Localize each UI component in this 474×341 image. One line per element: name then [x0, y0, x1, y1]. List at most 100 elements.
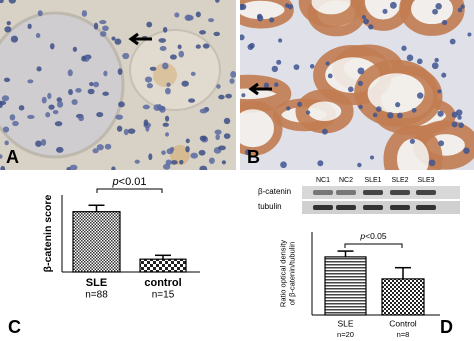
nucleus	[327, 73, 333, 79]
nucleus	[195, 44, 201, 49]
nucleus	[287, 3, 294, 10]
nucleus	[278, 38, 283, 43]
nucleus	[6, 20, 11, 26]
tubule	[399, 0, 465, 36]
nucleus	[35, 140, 42, 147]
nucleus	[100, 31, 107, 37]
x-sublabel: n=20	[337, 330, 354, 339]
nucleus	[177, 44, 182, 50]
nucleus	[457, 115, 462, 120]
nucleus	[117, 68, 123, 76]
nucleus	[225, 93, 232, 99]
nucleus	[159, 46, 167, 52]
nucleus	[382, 8, 388, 14]
lane-label: SLE1	[364, 177, 381, 184]
nucleus	[199, 30, 206, 35]
significance-bracket	[96, 188, 163, 193]
nucleus	[357, 67, 365, 75]
nucleus	[4, 140, 9, 146]
nucleus	[218, 145, 226, 151]
nucleus	[45, 112, 51, 118]
nucleus	[245, 149, 251, 155]
nucleus	[170, 160, 178, 165]
y-axis-label: β-catenin score	[42, 195, 54, 273]
nucleus	[395, 102, 401, 108]
nucleus	[99, 20, 107, 25]
nucleus	[441, 72, 447, 78]
nucleus	[114, 38, 122, 45]
nucleus	[118, 101, 125, 108]
x-tick-label: control	[144, 277, 181, 289]
nucleus	[81, 10, 88, 17]
nucleus	[215, 134, 220, 141]
nucleus	[92, 148, 99, 154]
nucleus	[162, 62, 169, 70]
nucleus	[230, 71, 236, 78]
y-axis-label: Ratio optical density	[278, 240, 287, 307]
nucleus	[174, 12, 180, 18]
nucleus	[145, 125, 150, 132]
nucleus	[158, 38, 167, 43]
significance-bracket	[344, 243, 403, 248]
nucleus	[437, 110, 444, 117]
nucleus	[428, 159, 436, 167]
band	[336, 190, 356, 195]
nucleus	[437, 89, 442, 94]
band	[390, 205, 410, 210]
micrograph-b	[240, 0, 474, 170]
nucleus	[122, 52, 130, 60]
nucleus	[432, 8, 438, 15]
nucleus	[0, 0, 4, 4]
nucleus	[269, 17, 275, 23]
nucleus	[240, 3, 247, 10]
nucleus	[240, 34, 245, 41]
nucleus	[67, 69, 73, 77]
nucleus	[102, 25, 109, 32]
nucleus	[325, 61, 330, 66]
nucleus	[27, 79, 34, 84]
nucleus	[190, 152, 199, 159]
nucleus	[199, 108, 208, 114]
nucleus	[451, 121, 458, 128]
nucleus	[257, 13, 263, 20]
nucleus	[143, 119, 149, 127]
p-value: <0.05	[365, 231, 387, 241]
western-blot	[302, 186, 460, 214]
nucleus	[358, 104, 363, 110]
nucleus	[223, 117, 231, 125]
nucleus	[218, 94, 225, 100]
nucleus	[71, 99, 78, 105]
nucleus	[56, 100, 64, 108]
nucleus	[12, 120, 19, 127]
tubule	[383, 125, 443, 170]
nucleus	[162, 26, 168, 33]
nucleus	[286, 106, 291, 111]
nucleus	[181, 80, 189, 87]
micrograph-a	[0, 0, 236, 170]
nucleus	[280, 161, 287, 169]
nucleus	[185, 145, 190, 153]
lane-label: SLE3	[417, 177, 434, 184]
nucleus	[186, 15, 194, 21]
nucleus	[164, 115, 170, 122]
nucleus	[431, 62, 439, 70]
nucleus	[213, 31, 221, 37]
nucleus	[142, 104, 150, 110]
nucleus	[271, 65, 279, 73]
nucleus	[2, 126, 10, 133]
nucleus	[148, 153, 153, 161]
nucleus	[115, 114, 124, 120]
nucleus	[103, 70, 108, 77]
nucleus	[416, 92, 424, 99]
nucleus	[93, 22, 99, 30]
nucleus	[1, 95, 10, 102]
nucleus	[0, 100, 7, 106]
nucleus	[54, 121, 63, 127]
nucleus	[127, 128, 136, 134]
nucleus	[438, 140, 445, 147]
nucleus	[199, 165, 208, 170]
nucleus	[223, 133, 231, 140]
x-sublabel: n=15	[152, 290, 175, 301]
nucleus	[36, 66, 42, 72]
